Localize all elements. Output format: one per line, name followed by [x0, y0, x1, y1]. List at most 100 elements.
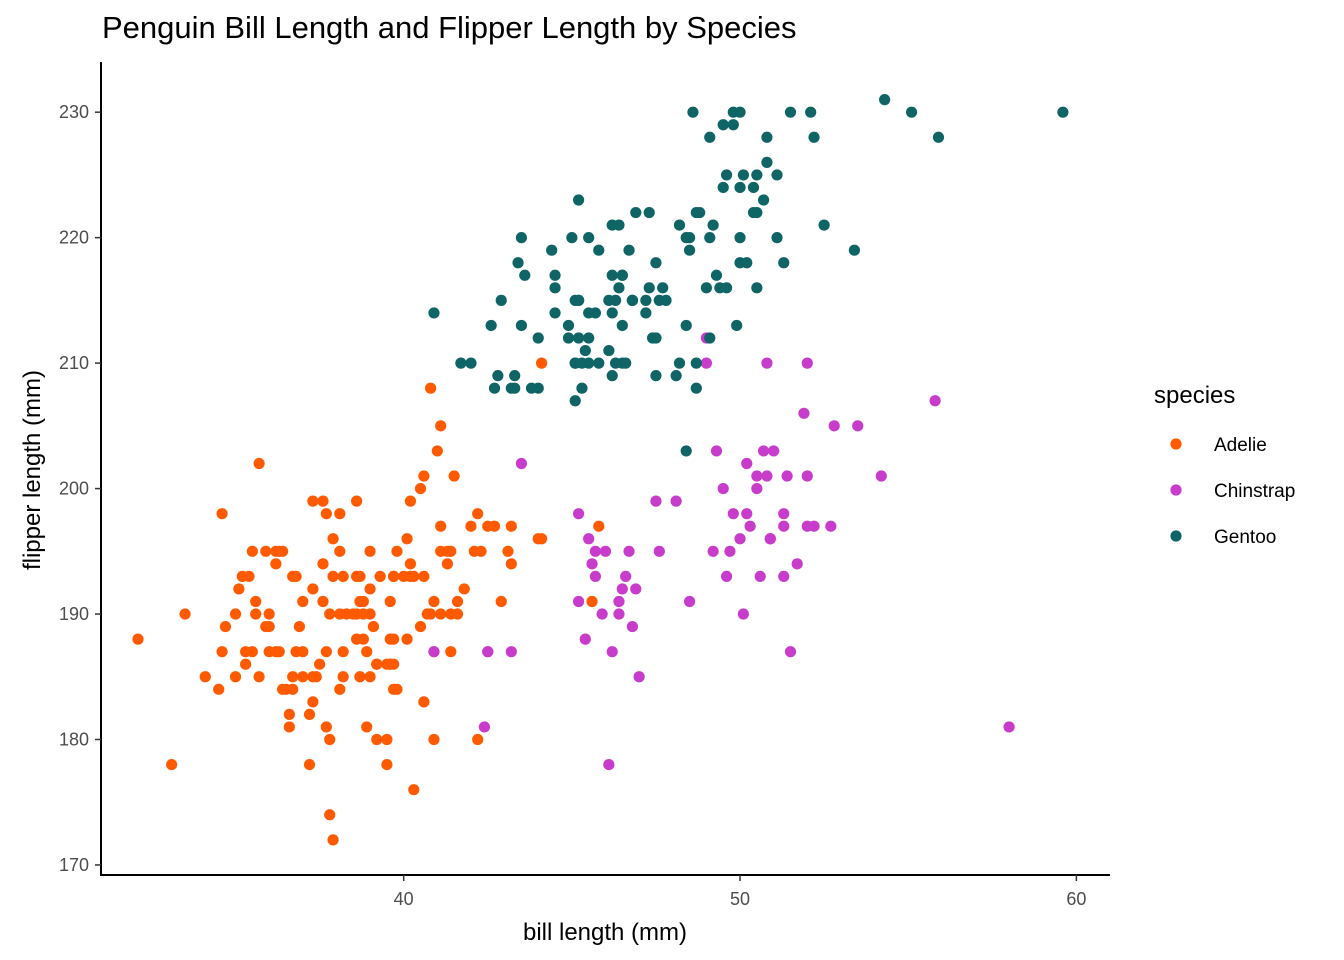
- data-point: [700, 357, 713, 369]
- data-point: [778, 257, 790, 269]
- legend-key: [1170, 438, 1182, 450]
- data-point: [673, 357, 686, 369]
- data-point: [364, 545, 376, 557]
- data-point: [307, 495, 319, 507]
- data-point: [229, 671, 242, 683]
- data-point: [576, 382, 588, 394]
- data-point: [381, 733, 393, 746]
- data-point: [707, 545, 719, 557]
- data-point: [532, 332, 544, 344]
- data-point: [404, 558, 417, 570]
- y-tick-label: 220: [59, 228, 89, 248]
- y-axis-title: flipper length (mm): [19, 370, 46, 570]
- data-point: [680, 445, 692, 457]
- data-point: [334, 608, 346, 620]
- data-point: [801, 357, 813, 369]
- data-point: [398, 570, 410, 582]
- data-point: [485, 319, 497, 332]
- data-point: [488, 520, 501, 532]
- data-point: [784, 106, 797, 118]
- data-point: [680, 319, 692, 332]
- data-point: [132, 633, 144, 645]
- legend-label: Gentoo: [1214, 527, 1276, 548]
- data-point: [734, 232, 746, 244]
- data-point: [744, 520, 756, 532]
- data-point: [572, 332, 585, 344]
- data-point: [458, 583, 470, 595]
- y-tick-label: 210: [59, 353, 89, 373]
- data-point: [572, 595, 585, 608]
- data-point: [650, 495, 662, 507]
- data-point: [388, 683, 400, 695]
- data-point: [613, 282, 625, 294]
- data-point: [848, 244, 860, 256]
- data-point: [690, 357, 702, 369]
- data-point: [404, 495, 417, 507]
- data-point: [818, 219, 830, 231]
- data-point: [562, 332, 575, 344]
- data-point: [589, 570, 602, 582]
- data-point: [704, 232, 716, 244]
- data-point: [509, 382, 521, 394]
- data-point: [509, 370, 521, 382]
- data-point: [879, 94, 891, 106]
- data-point: [445, 646, 457, 658]
- data-point: [583, 332, 595, 344]
- legend: species Adelie Chinstrap Gentoo: [1154, 382, 1295, 548]
- data-point: [287, 671, 299, 683]
- data-point: [357, 633, 369, 645]
- data-point: [324, 608, 336, 620]
- data-point: [414, 620, 427, 633]
- y-tick-label: 190: [59, 604, 89, 624]
- data-point: [384, 658, 396, 670]
- data-point: [515, 319, 528, 332]
- data-point: [683, 232, 696, 244]
- data-point: [320, 508, 332, 520]
- data-point: [320, 721, 332, 733]
- data-point: [327, 533, 339, 545]
- data-point: [626, 294, 639, 306]
- data-point: [717, 181, 729, 194]
- data-point: [606, 370, 618, 382]
- data-point: [408, 784, 420, 796]
- data-point: [751, 482, 763, 495]
- data-point: [317, 495, 329, 507]
- series-adelie: [132, 357, 605, 846]
- data-point: [263, 608, 275, 620]
- data-point: [710, 445, 723, 457]
- data-point: [593, 357, 605, 369]
- data-point: [808, 131, 820, 143]
- data-point: [515, 457, 528, 470]
- data-point: [441, 558, 454, 570]
- data-point: [512, 257, 524, 269]
- data-point: [714, 282, 726, 294]
- data-point: [741, 508, 753, 520]
- data-point: [324, 733, 336, 746]
- data-point: [737, 608, 749, 620]
- data-point: [683, 595, 696, 608]
- data-point: [603, 344, 615, 357]
- data-point: [593, 520, 605, 532]
- data-point: [643, 206, 655, 219]
- data-point: [609, 357, 622, 369]
- data-point: [660, 294, 672, 306]
- data-point: [391, 545, 403, 557]
- data-point: [589, 307, 602, 319]
- data-point: [401, 633, 413, 645]
- data-point: [579, 633, 591, 645]
- data-point: [781, 470, 793, 482]
- data-point: [317, 595, 329, 608]
- data-point: [771, 169, 783, 181]
- data-point: [599, 545, 612, 557]
- data-point: [596, 608, 608, 620]
- data-point: [630, 583, 642, 595]
- data-point: [572, 194, 585, 206]
- legend-key: [1170, 484, 1182, 496]
- data-point: [505, 520, 517, 532]
- data-point: [616, 269, 628, 281]
- data-point: [707, 219, 719, 231]
- series-gentoo: [428, 94, 1069, 457]
- data-point: [717, 482, 729, 495]
- data-point: [297, 671, 309, 683]
- data-point: [643, 282, 655, 294]
